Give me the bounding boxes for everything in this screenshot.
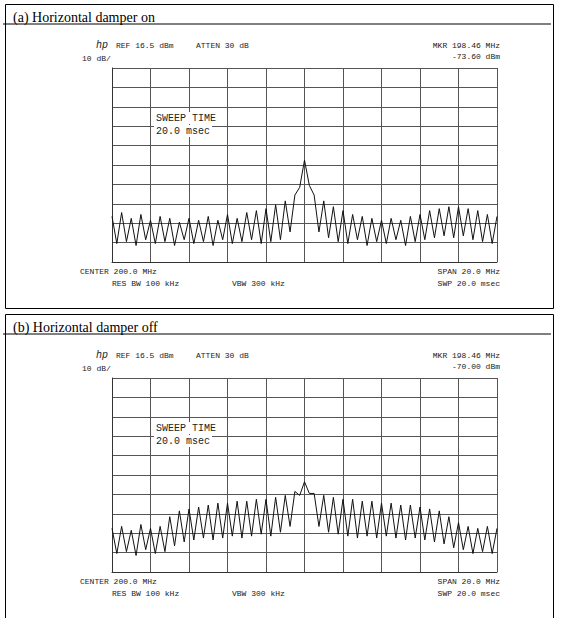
svg-text:VBW 300 kHz: VBW 300 kHz <box>232 589 285 598</box>
svg-text:SWEEP TIME: SWEEP TIME <box>156 423 216 434</box>
svg-text:REF 16.5 dBm: REF 16.5 dBm <box>116 41 174 50</box>
svg-text:-73.60 dBm: -73.60 dBm <box>452 52 500 61</box>
svg-text:hp: hp <box>96 350 108 361</box>
svg-text:SPAN 20.0 MHz: SPAN 20.0 MHz <box>438 577 501 586</box>
svg-text:RES BW 100 kHz: RES BW 100 kHz <box>112 279 179 288</box>
svg-text:CENTER 200.0 MHz: CENTER 200.0 MHz <box>80 267 157 276</box>
svg-text:ATTEN 30 dB: ATTEN 30 dB <box>196 351 249 360</box>
svg-text:20.0 msec: 20.0 msec <box>156 436 210 447</box>
svg-text:(a) Horizontal damper on: (a) Horizontal damper on <box>13 10 155 26</box>
svg-text:CENTER 200.0 MHz: CENTER 200.0 MHz <box>80 577 157 586</box>
svg-text:REF 16.5 dBm: REF 16.5 dBm <box>116 351 174 360</box>
svg-text:MKR 198.46 MHz: MKR 198.46 MHz <box>433 351 500 360</box>
svg-text:MKR 198.46 MHz: MKR 198.46 MHz <box>433 41 500 50</box>
svg-text:10 dB/: 10 dB/ <box>82 54 111 63</box>
svg-text:hp: hp <box>96 40 108 51</box>
svg-text:SPAN 20.0 MHz: SPAN 20.0 MHz <box>438 267 501 276</box>
svg-text:ATTEN 30 dB: ATTEN 30 dB <box>196 41 249 50</box>
svg-text:10 dB/: 10 dB/ <box>82 364 111 373</box>
svg-text:VBW 300 kHz: VBW 300 kHz <box>232 279 285 288</box>
svg-text:SWP 20.0 msec: SWP 20.0 msec <box>438 279 501 288</box>
svg-text:-70.00 dBm: -70.00 dBm <box>452 362 500 371</box>
svg-text:20.0 msec: 20.0 msec <box>156 126 210 137</box>
svg-text:SWEEP TIME: SWEEP TIME <box>156 113 216 124</box>
svg-text:RES BW 100 kHz: RES BW 100 kHz <box>112 589 179 598</box>
svg-text:SWP 20.0 msec: SWP 20.0 msec <box>438 589 501 598</box>
svg-text:(b) Horizontal damper off: (b) Horizontal damper off <box>13 320 158 336</box>
